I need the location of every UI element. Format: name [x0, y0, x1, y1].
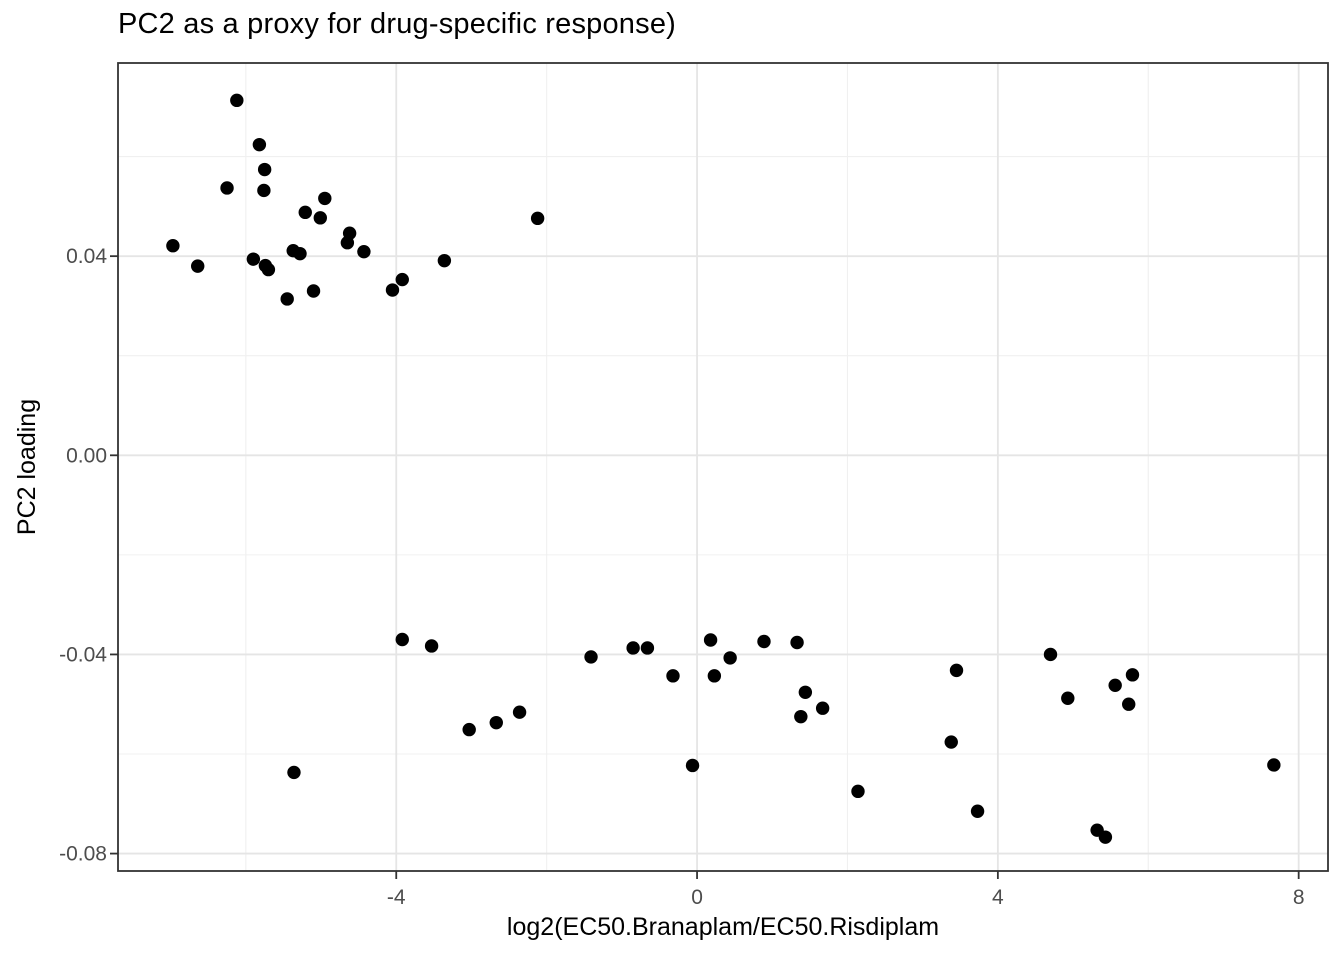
data-point	[530, 211, 545, 226]
data-point	[306, 284, 321, 298]
y-tick-label: -0.04	[59, 643, 107, 666]
data-point	[313, 211, 327, 225]
data-point	[257, 183, 271, 198]
data-point	[944, 735, 958, 749]
x-tick-label: -4	[387, 886, 406, 909]
y-axis-title: PC2 loading	[13, 398, 41, 536]
y-tick-label: -0.08	[59, 843, 107, 866]
data-point	[1043, 647, 1058, 662]
data-point	[340, 236, 355, 250]
data-point	[757, 634, 771, 649]
data-point	[298, 205, 312, 220]
data-point	[1122, 697, 1136, 711]
data-point	[385, 283, 400, 297]
data-point	[395, 632, 409, 647]
data-point	[512, 705, 527, 719]
data-point	[815, 701, 830, 715]
data-point	[798, 685, 813, 699]
x-tick-label: 0	[691, 886, 703, 909]
data-point	[287, 765, 301, 780]
data-point	[462, 722, 476, 737]
data-point	[261, 262, 276, 277]
x-tick-label: 8	[1293, 886, 1305, 909]
data-point	[851, 784, 865, 799]
data-point	[166, 239, 180, 253]
data-point	[970, 804, 985, 818]
data-point	[1098, 830, 1113, 844]
data-point	[1061, 691, 1075, 705]
data-point	[318, 191, 332, 206]
data-point	[626, 641, 640, 655]
data-point	[640, 641, 655, 655]
x-axis-title: log2(EC50.Branaplam/EC50.Risdiplam	[506, 913, 940, 941]
data-point	[424, 639, 439, 653]
data-point	[252, 137, 267, 152]
data-point	[257, 162, 272, 177]
data-point	[584, 650, 598, 664]
data-point	[790, 635, 804, 650]
x-tick-label: 4	[992, 886, 1004, 909]
data-point	[220, 181, 234, 195]
data-point	[723, 651, 737, 665]
plot-panel	[118, 63, 1328, 871]
data-point	[489, 715, 503, 730]
data-point	[1267, 758, 1281, 772]
plot-title: PC2 as a proxy for drug-specific respons…	[118, 8, 677, 40]
data-point	[949, 663, 964, 678]
data-point	[1108, 678, 1122, 693]
data-point	[794, 709, 808, 724]
data-point	[666, 669, 680, 683]
data-point	[357, 244, 371, 259]
data-point	[395, 272, 409, 287]
data-point	[437, 253, 452, 268]
panel-border	[117, 62, 1329, 872]
data-point	[293, 246, 307, 261]
data-point	[280, 292, 294, 306]
y-tick-label: 0.04	[66, 245, 107, 268]
data-point	[230, 93, 244, 108]
data-point	[246, 252, 261, 266]
data-point	[703, 633, 718, 647]
data-point	[685, 758, 700, 773]
data-point	[191, 259, 205, 273]
y-tick-label: 0.00	[66, 444, 107, 467]
data-point	[707, 669, 722, 683]
data-point	[1125, 668, 1140, 682]
